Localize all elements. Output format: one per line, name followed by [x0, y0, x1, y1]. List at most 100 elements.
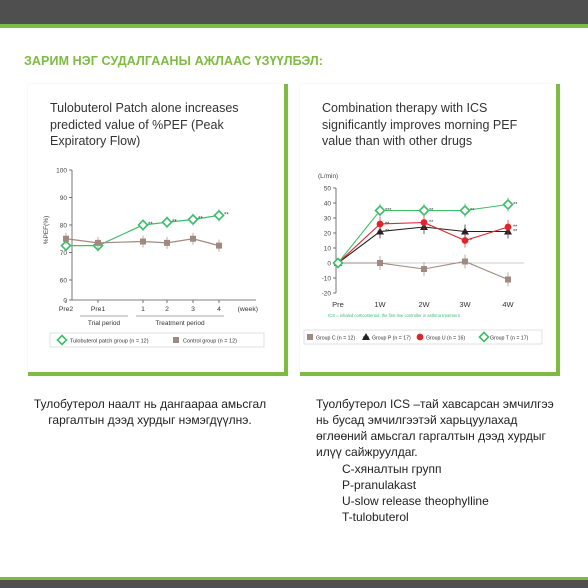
significance-label: *: [429, 225, 432, 231]
data-point: [190, 235, 196, 242]
section-heading: ЗАРИМ НЭГ СУДАЛГААНЫ АЖЛААС ҮЗҮҮЛБЭЛ:: [24, 54, 324, 68]
x-tick-label: 3W: [459, 300, 471, 309]
data-point: [459, 204, 471, 217]
y-tick-label: 80: [60, 223, 68, 230]
legend-marker: [478, 331, 490, 343]
significance-label: **: [513, 229, 518, 235]
significance-label: **: [385, 229, 390, 235]
significance-label: **: [148, 222, 153, 228]
left-chart: 100 90 80 70 60 0 %PEF(%) Pre2 Pre1 1 2 3 4 (week) Tri…: [43, 168, 265, 348]
y-tick-label: 0: [327, 261, 331, 268]
data-point: [60, 239, 72, 252]
y-tick-label: -20: [322, 291, 332, 298]
data-point: [137, 219, 149, 231]
data-point: [164, 239, 170, 246]
data-point: [462, 258, 468, 265]
legend-marker: [362, 333, 370, 340]
y-tick-label: 50: [324, 186, 332, 193]
data-point: [187, 213, 199, 226]
chart-note: ICS = inhaled corticosteroid, the first-…: [328, 313, 461, 318]
y-tick-label: 70: [60, 250, 68, 257]
significance-label: **: [513, 202, 518, 208]
significance-label: **: [385, 222, 390, 228]
top-band: [0, 0, 588, 28]
data-point: [420, 219, 428, 226]
data-point: [213, 209, 225, 222]
y-axis-label: (L/min): [318, 173, 338, 180]
legend-label: Control group (n = 12): [183, 339, 237, 345]
legend-label: Group C (n = 12): [316, 336, 355, 342]
y-tick-label: 0: [63, 298, 67, 305]
right-chart-title: Combination therapy with ICS significant…: [322, 101, 518, 148]
y-tick-label: 40: [324, 201, 332, 208]
y-tick-label: -10: [322, 276, 332, 283]
x-tick-label: Pre: [332, 300, 344, 309]
series-line: [337, 226, 508, 264]
legend-marker: [173, 337, 179, 343]
definition-item: T-tulobuterol: [342, 510, 409, 524]
data-point: [374, 204, 386, 217]
y-tick-label: 100: [56, 168, 67, 175]
legend-marker: [56, 334, 68, 346]
data-point: [461, 227, 469, 235]
legend-label: Group P (n = 17): [372, 336, 411, 342]
significance-label: **: [198, 217, 203, 223]
y-axis-label: %PEF(%): [43, 216, 50, 245]
significance-label: **: [470, 208, 475, 214]
series-line: [65, 238, 220, 247]
x-tick-label: 3: [191, 306, 195, 313]
data-point: [421, 266, 427, 272]
trial-period-label: Trial period: [88, 320, 121, 327]
x-tick-label: 4: [217, 306, 221, 313]
y-tick-label: 20: [324, 231, 332, 238]
significance-label: **: [172, 219, 177, 225]
x-tick-label: 2W: [418, 300, 430, 309]
significance-label: *: [470, 238, 473, 244]
right-caption: Туолбутерол ICS –тай хавсарсан эмчилгээ …: [316, 397, 554, 459]
data-point: [376, 220, 384, 228]
x-axis-unit: (week): [238, 306, 258, 313]
data-point: [63, 235, 69, 242]
data-point: [504, 223, 512, 231]
left-caption: Тулобутерол наалт нь дангаараа амьсгал г…: [33, 397, 267, 427]
significance-label: **: [224, 212, 229, 218]
bottom-band: [0, 577, 588, 588]
significance-label: ***: [385, 208, 392, 214]
definition-item: C-хяналтын групп: [342, 462, 442, 476]
y-tick-label: 30: [324, 216, 332, 223]
left-chart-title: Tulobuterol Patch alone increases predic…: [50, 101, 239, 148]
x-tick-label: 1W: [374, 300, 386, 309]
y-tick-label: 10: [324, 246, 332, 253]
legend-box: [49, 332, 265, 348]
significance-label: **: [513, 225, 518, 231]
significance-label: **: [429, 208, 434, 214]
legend-label: Group U (n = 16): [426, 336, 465, 342]
data-point: [461, 237, 469, 244]
data-point: [95, 239, 101, 246]
definition-item: U-slow release theophylline: [342, 494, 489, 508]
data-point: [502, 198, 514, 211]
left-chart-panel: Tulobuterol Patch alone increases predic…: [28, 84, 288, 376]
legend-label: Group T (n = 17): [490, 336, 529, 342]
treatment-period-label: Treatment period: [155, 320, 205, 327]
legend-label: Tulobuterol patch group (n = 12): [70, 339, 149, 345]
legend-marker: [416, 333, 424, 341]
data-point: [216, 242, 222, 249]
x-tick-label: 2: [165, 306, 169, 313]
definition-item: P-pranulakast: [342, 478, 417, 492]
data-point: [505, 276, 511, 283]
data-point: [161, 216, 173, 228]
x-tick-label: Pre1: [91, 306, 106, 313]
definitions-list: C-хяналтын групп P-pranulakast U-slow re…: [342, 461, 489, 525]
y-tick-label: 90: [60, 195, 68, 202]
legend-marker: [307, 334, 313, 340]
x-tick-label: Pre2: [59, 306, 74, 313]
x-tick-label: 4W: [502, 300, 514, 309]
data-point: [377, 260, 383, 266]
right-chart-panel: Combination therapy with ICS significant…: [300, 84, 560, 376]
x-tick-label: 1: [141, 306, 145, 313]
y-tick-label: 60: [60, 278, 68, 285]
significance-label: **: [429, 220, 434, 226]
data-point: [140, 238, 146, 245]
